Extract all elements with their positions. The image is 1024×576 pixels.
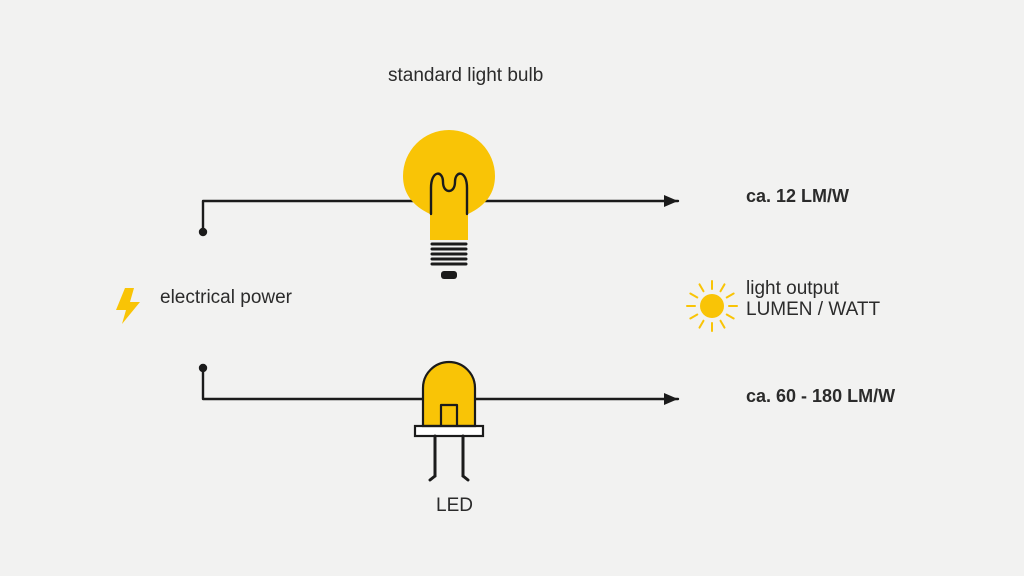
- label-light-output: light output: [746, 278, 839, 300]
- label-led: LED: [436, 495, 473, 517]
- led-icon: [415, 362, 483, 480]
- value-bulb-efficacy: ca. 12 LM/W: [746, 186, 849, 207]
- label-lumen-watt: LUMEN / WATT: [746, 299, 880, 321]
- label-standard-bulb: standard light bulb: [388, 65, 543, 87]
- sun-icon: [687, 281, 737, 331]
- bolt-icon: [116, 288, 140, 324]
- bulb-icon: [403, 130, 495, 279]
- label-electrical-power: electrical power: [160, 287, 292, 309]
- diagram-canvas: standard light bulb LED electrical power li…: [0, 0, 1024, 576]
- value-led-efficacy: ca. 60 - 180 LM/W: [746, 386, 895, 407]
